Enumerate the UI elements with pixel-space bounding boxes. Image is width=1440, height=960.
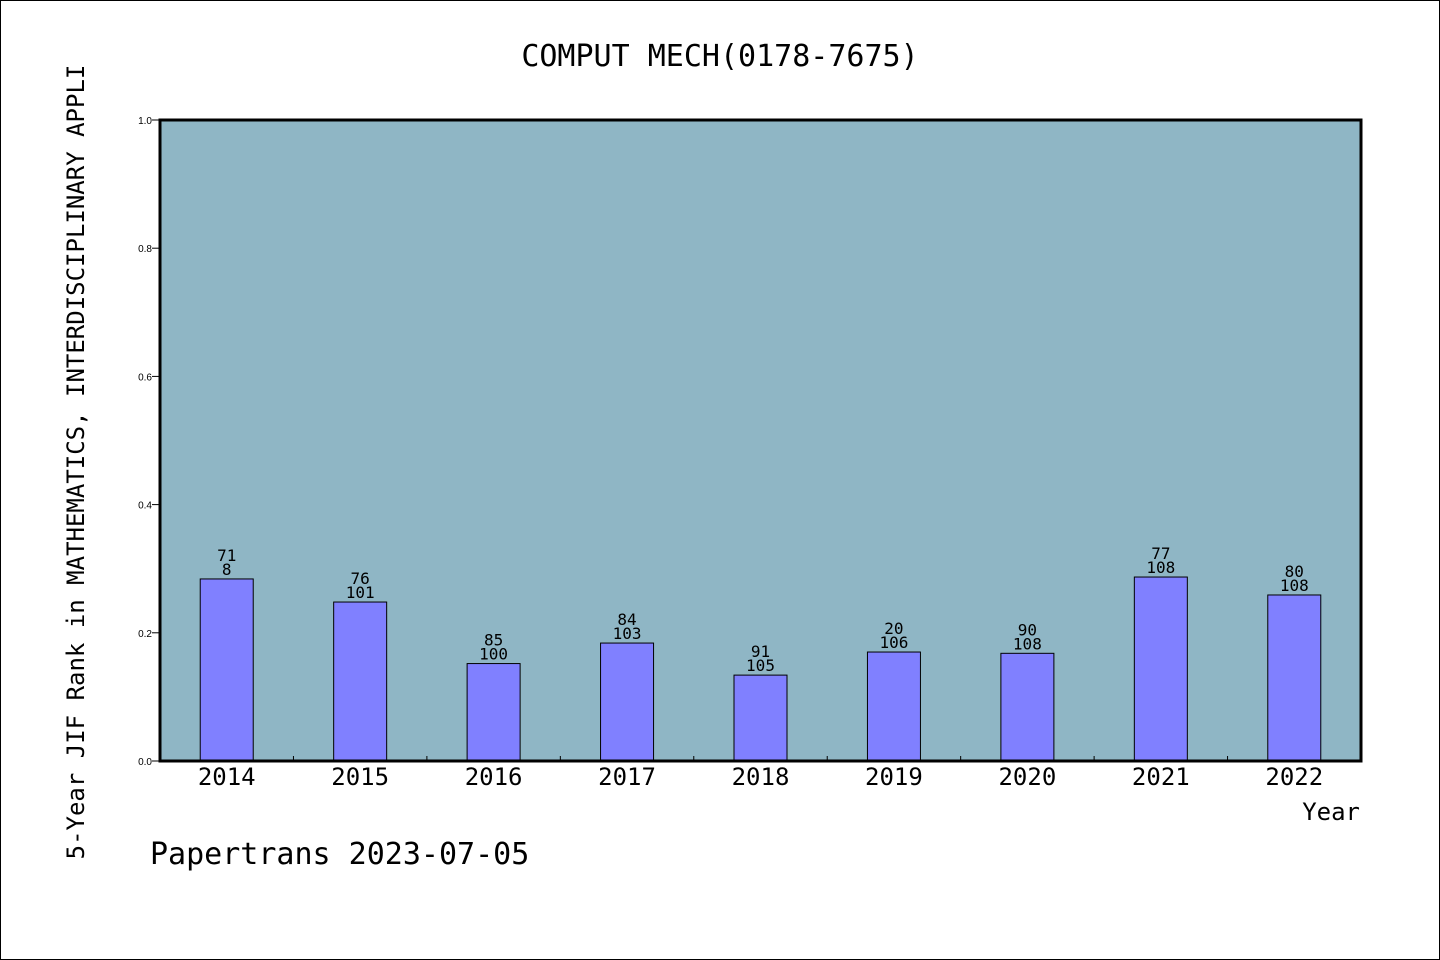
bar-rank-label: 20 bbox=[884, 619, 903, 638]
bar-2016 bbox=[466, 663, 521, 762]
bar-2021 bbox=[1133, 576, 1188, 762]
bar-total-label: 108 bbox=[1146, 558, 1175, 577]
y-tick-label: 0.0 bbox=[138, 757, 152, 768]
bar-2018 bbox=[733, 674, 788, 762]
bar-rank-label: 76 bbox=[351, 569, 370, 588]
bar-rank-label: 77 bbox=[1151, 544, 1170, 563]
x-tick-label: 2022 bbox=[1265, 763, 1323, 791]
bar-rank-label: 84 bbox=[617, 610, 636, 629]
bar-2019 bbox=[866, 651, 921, 762]
y-tick-label: 0.4 bbox=[138, 501, 152, 512]
chart-title: COMPUT MECH(0178-7675) bbox=[521, 39, 918, 74]
bar-rank-label: 85 bbox=[484, 631, 503, 650]
y-tick-label: 1.0 bbox=[138, 116, 152, 127]
bar-rank-label: 90 bbox=[1018, 620, 1037, 639]
bar-2020 bbox=[1000, 652, 1055, 762]
bar-total-label: 108 bbox=[1013, 634, 1042, 653]
bar-2015 bbox=[333, 601, 388, 762]
bar-2022 bbox=[1267, 594, 1322, 762]
bar-2014 bbox=[199, 578, 254, 762]
bar-total-label: 108 bbox=[1280, 576, 1309, 595]
y-tick-label: 0.2 bbox=[138, 629, 152, 640]
x-tick-label: 2019 bbox=[865, 763, 923, 791]
y-axis-ticks: 0.0 0.2 0.4 0.6 0.8 1.0 bbox=[138, 116, 160, 768]
bar-2017 bbox=[600, 642, 655, 762]
x-axis-ticks: 2014 2015 2016 2017 2018 2019 2020 2021 2022 bbox=[198, 756, 1323, 791]
x-tick-label: 2016 bbox=[465, 763, 523, 791]
x-axis-label: Year bbox=[1302, 798, 1360, 826]
x-tick-label: 2017 bbox=[598, 763, 656, 791]
bar-total-label: 8 bbox=[222, 560, 232, 579]
bar-rank-label: 71 bbox=[217, 546, 236, 565]
bar-rank-label: 80 bbox=[1285, 562, 1304, 581]
bar-total-label: 103 bbox=[613, 624, 642, 643]
bar-total-label: 106 bbox=[879, 633, 908, 652]
bar-rank-label: 91 bbox=[751, 642, 770, 661]
y-axis-label: 5-Year JIF Rank in MATHEMATICS, INTERDIS… bbox=[62, 65, 90, 860]
bar-total-label: 105 bbox=[746, 656, 775, 675]
bar-total-label: 101 bbox=[346, 583, 375, 602]
x-tick-label: 2018 bbox=[732, 763, 790, 791]
bar-total-label: 100 bbox=[479, 645, 508, 664]
x-tick-label: 2015 bbox=[331, 763, 389, 791]
y-tick-label: 0.6 bbox=[138, 372, 152, 383]
bars-group bbox=[199, 576, 1322, 762]
y-tick-label: 0.8 bbox=[138, 244, 152, 255]
footer-credit: Papertrans 2023-07-05 bbox=[150, 837, 529, 872]
plot-border bbox=[158, 118, 1363, 763]
x-tick-label: 2014 bbox=[198, 763, 256, 791]
x-tick-label: 2021 bbox=[1132, 763, 1190, 791]
x-tick-label: 2020 bbox=[998, 763, 1056, 791]
